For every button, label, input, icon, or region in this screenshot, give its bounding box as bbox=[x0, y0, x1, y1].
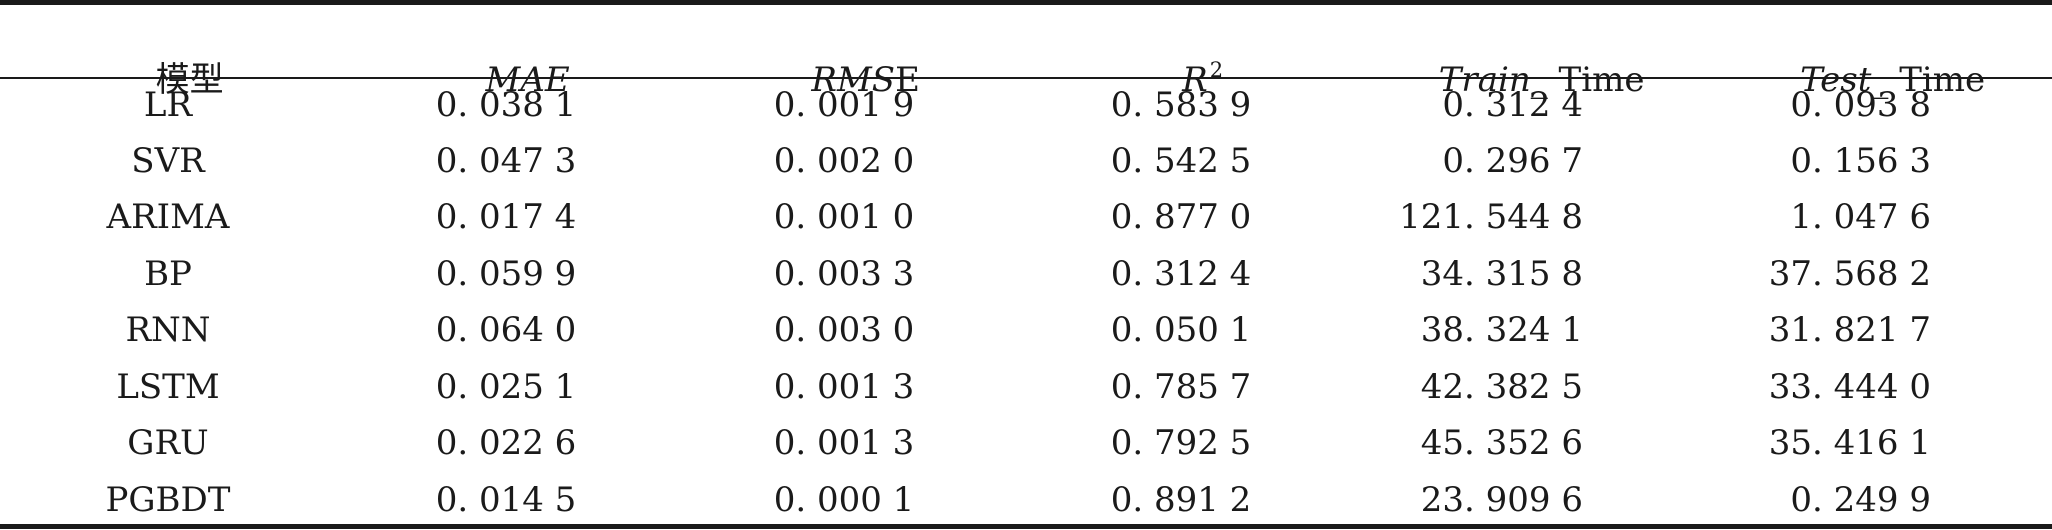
cell-model: GRU bbox=[127, 423, 209, 463]
cell-model: RNN bbox=[125, 310, 211, 350]
cell-r2: 0. 312 4 bbox=[1110, 254, 1252, 294]
top-rule bbox=[0, 0, 2052, 5]
header-model-label: 模型 bbox=[155, 60, 224, 100]
cell-test: 1. 047 6 bbox=[1790, 197, 1931, 237]
cell-train: 42. 382 5 bbox=[1420, 367, 1583, 407]
cell-rmse: 0. 001 3 bbox=[773, 423, 915, 463]
cell-train: 45. 352 6 bbox=[1420, 423, 1583, 463]
cell-mae: 0. 014 5 bbox=[435, 480, 577, 520]
cell-r2: 0. 877 0 bbox=[1110, 197, 1252, 237]
cell-test: 0. 156 3 bbox=[1790, 141, 1931, 181]
cell-rmse: 0. 003 3 bbox=[773, 254, 915, 294]
cell-r2: 0. 583 9 bbox=[1110, 85, 1252, 125]
cell-rmse: 0. 001 0 bbox=[773, 197, 915, 237]
cell-mae: 0. 059 9 bbox=[435, 254, 577, 294]
cell-r2: 0. 785 7 bbox=[1110, 367, 1252, 407]
cell-test: 33. 444 0 bbox=[1768, 367, 1931, 407]
cell-rmse: 0. 001 3 bbox=[773, 367, 915, 407]
cell-model: ARIMA bbox=[106, 197, 230, 237]
cell-r2: 0. 891 2 bbox=[1110, 480, 1252, 520]
cell-rmse: 0. 002 0 bbox=[773, 141, 915, 181]
cell-train: 0. 296 7 bbox=[1442, 141, 1583, 181]
cell-mae: 0. 017 4 bbox=[435, 197, 577, 237]
cell-model: PGBDT bbox=[105, 480, 231, 520]
cell-test: 0. 093 8 bbox=[1790, 85, 1931, 125]
header-r2: R2 bbox=[1139, 20, 1223, 144]
header-rmse-italic: RMS bbox=[811, 60, 896, 100]
cell-rmse: 0. 003 0 bbox=[773, 310, 915, 350]
header-test-time: Test_ Time bbox=[1757, 20, 1985, 140]
cell-mae: 0. 022 6 bbox=[435, 423, 577, 463]
header-rmse: RMSE bbox=[768, 20, 920, 140]
cell-test: 0. 249 9 bbox=[1790, 480, 1931, 520]
cell-mae: 0. 064 0 bbox=[435, 310, 577, 350]
cell-model: SVR bbox=[131, 141, 205, 181]
cell-mae: 0. 038 1 bbox=[435, 85, 577, 125]
header-r2-superscript: 2 bbox=[1209, 58, 1224, 82]
header-train-roman: Time bbox=[1558, 60, 1645, 100]
cell-r2: 0. 050 1 bbox=[1110, 310, 1252, 350]
header-rmse-roman: E bbox=[895, 60, 920, 100]
cell-train: 34. 315 8 bbox=[1420, 254, 1583, 294]
cell-model: LSTM bbox=[116, 367, 220, 407]
header-test-roman: Time bbox=[1899, 60, 1986, 100]
header-train-time: Train_ Time bbox=[1396, 20, 1645, 140]
header-r2-base: R bbox=[1182, 60, 1208, 100]
cell-rmse: 0. 001 9 bbox=[773, 85, 915, 125]
header-mae-label: MAE bbox=[485, 60, 570, 100]
cell-test: 35. 416 1 bbox=[1768, 423, 1931, 463]
header-model: 模型 bbox=[112, 20, 224, 140]
cell-test: 31. 821 7 bbox=[1768, 310, 1931, 350]
cell-test: 37. 568 2 bbox=[1768, 254, 1931, 294]
header-test-italic: Test_ bbox=[1800, 60, 1889, 100]
cell-r2: 0. 542 5 bbox=[1110, 141, 1252, 181]
cell-mae: 0. 025 1 bbox=[435, 367, 577, 407]
cell-train: 0. 312 4 bbox=[1442, 85, 1583, 125]
cell-rmse: 0. 000 1 bbox=[773, 480, 915, 520]
cell-model: LR bbox=[143, 85, 193, 125]
cell-train: 121. 544 8 bbox=[1399, 197, 1583, 237]
cell-train: 38. 324 1 bbox=[1420, 310, 1583, 350]
cell-mae: 0. 047 3 bbox=[435, 141, 577, 181]
header-train-italic: Train_ bbox=[1438, 60, 1548, 100]
cell-model: BP bbox=[144, 254, 192, 294]
header-mae: MAE bbox=[442, 20, 570, 140]
bottom-rule bbox=[0, 524, 2052, 529]
cell-train: 23. 909 6 bbox=[1420, 480, 1583, 520]
cell-r2: 0. 792 5 bbox=[1110, 423, 1252, 463]
header-rule bbox=[0, 77, 2052, 79]
